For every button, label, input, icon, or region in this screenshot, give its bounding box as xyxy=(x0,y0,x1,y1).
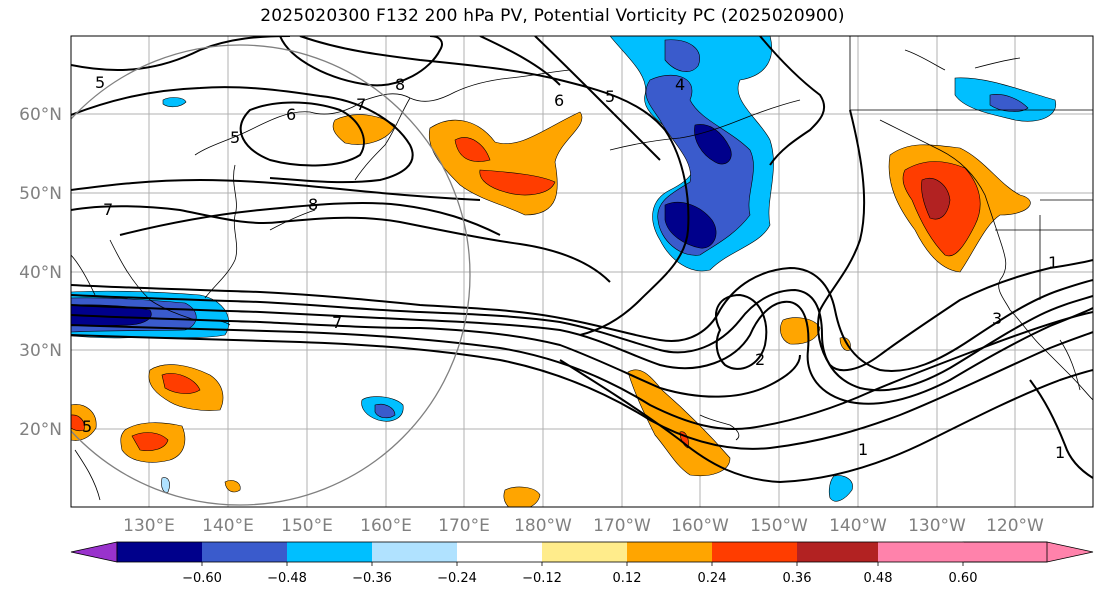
contour-label: 8 xyxy=(395,75,405,94)
lon-label: 130°W xyxy=(908,516,966,536)
lat-label: 60°N xyxy=(19,105,62,125)
contour-label: 7 xyxy=(356,95,366,114)
colorbar-tick-label: −0.36 xyxy=(352,571,392,586)
colorbar-tick-label: −0.12 xyxy=(522,571,562,586)
reference-circle xyxy=(71,44,471,506)
contour-labels: 5 8 6 7 6 5 5 7 8 4 7 2 3 1 1 1 5 xyxy=(82,73,1065,462)
colorbar-segment xyxy=(712,542,798,562)
lon-label: 170°W xyxy=(593,516,651,536)
pv-contours xyxy=(71,36,1093,484)
map-plot-area: 5 8 6 7 6 5 5 7 8 4 7 2 3 1 1 1 5 xyxy=(71,36,1093,507)
lon-label: 140°E xyxy=(202,516,254,536)
colorbar-segment xyxy=(797,542,883,562)
map-frame xyxy=(70,35,1094,508)
negative-pv-anomalies xyxy=(71,36,1057,502)
lon-label: 150°E xyxy=(281,516,333,536)
contour-label: 5 xyxy=(605,87,615,106)
colorbar-tick-label: 0.24 xyxy=(698,571,727,586)
latitude-labels: 60°N 50°N 40°N 30°N 20°N xyxy=(19,105,62,440)
longitude-labels: 130°E 140°E 150°E 160°E 170°E 180°W 170°… xyxy=(123,516,1044,536)
contour-label: 5 xyxy=(95,73,105,92)
lat-label: 20°N xyxy=(19,420,62,440)
contour-label: 6 xyxy=(286,105,296,124)
contour-label: 1 xyxy=(858,440,868,459)
colorbar-extend-min xyxy=(70,541,118,563)
lon-label: 150°W xyxy=(750,516,808,536)
colorbar-tick-label: −0.60 xyxy=(182,571,222,586)
colorbar-tick-labels: −0.60 −0.48 −0.36 −0.24 −0.12 0.12 0.24 … xyxy=(182,571,977,586)
colorbar-outline xyxy=(116,541,1048,563)
colorbar-segment xyxy=(372,542,458,562)
lat-label: 40°N xyxy=(19,263,62,283)
contour-label: 1 xyxy=(1055,443,1065,462)
colorbar-segment xyxy=(627,542,713,562)
contour-label: 6 xyxy=(554,91,564,110)
lon-label: 160°W xyxy=(671,516,729,536)
contour-label: 3 xyxy=(992,309,1002,328)
contour-label: 5 xyxy=(82,417,92,436)
chart-title: 2025020300 F132 200 hPa PV, Potential Vo… xyxy=(260,6,845,26)
contour-label: 2 xyxy=(755,350,765,369)
colorbar-segment xyxy=(457,542,543,562)
coastlines xyxy=(71,36,1093,501)
colorbar-extend-max xyxy=(962,541,1094,563)
positive-pv-anomalies xyxy=(71,111,1031,507)
lat-label: 30°N xyxy=(19,341,62,361)
colorbar-segment xyxy=(117,542,203,562)
colorbar-segment xyxy=(542,542,628,562)
lon-label: 120°W xyxy=(986,516,1044,536)
colorbar-tick-label: 0.36 xyxy=(783,571,812,586)
contour-label: 5 xyxy=(230,128,240,147)
contour-label: 4 xyxy=(675,75,685,94)
colorbar-ticks xyxy=(201,562,964,566)
colorbar-segment xyxy=(287,542,373,562)
contour-label: 7 xyxy=(103,200,113,219)
lon-label: 140°W xyxy=(829,516,887,536)
lon-label: 170°E xyxy=(438,516,490,536)
colorbar-tick-label: −0.24 xyxy=(437,571,477,586)
colorbar-tick-label: −0.48 xyxy=(267,571,307,586)
colorbar-tick-label: 0.12 xyxy=(613,571,642,586)
contour-label: 8 xyxy=(308,195,318,214)
contour-label: 1 xyxy=(1048,253,1058,272)
lat-label: 50°N xyxy=(19,184,62,204)
colorbar-segment xyxy=(202,542,288,562)
colorbar-tick-label: 0.48 xyxy=(864,571,893,586)
contour-label: 7 xyxy=(332,313,342,332)
lon-label: 180°W xyxy=(514,516,572,536)
lon-label: 160°E xyxy=(360,516,412,536)
colorbar: −0.60 −0.48 −0.36 −0.24 −0.12 0.12 0.24 … xyxy=(70,541,1094,586)
colorbar-tick-label: 0.60 xyxy=(949,571,978,586)
lon-label: 130°E xyxy=(123,516,175,536)
colorbar-segment xyxy=(878,542,964,562)
